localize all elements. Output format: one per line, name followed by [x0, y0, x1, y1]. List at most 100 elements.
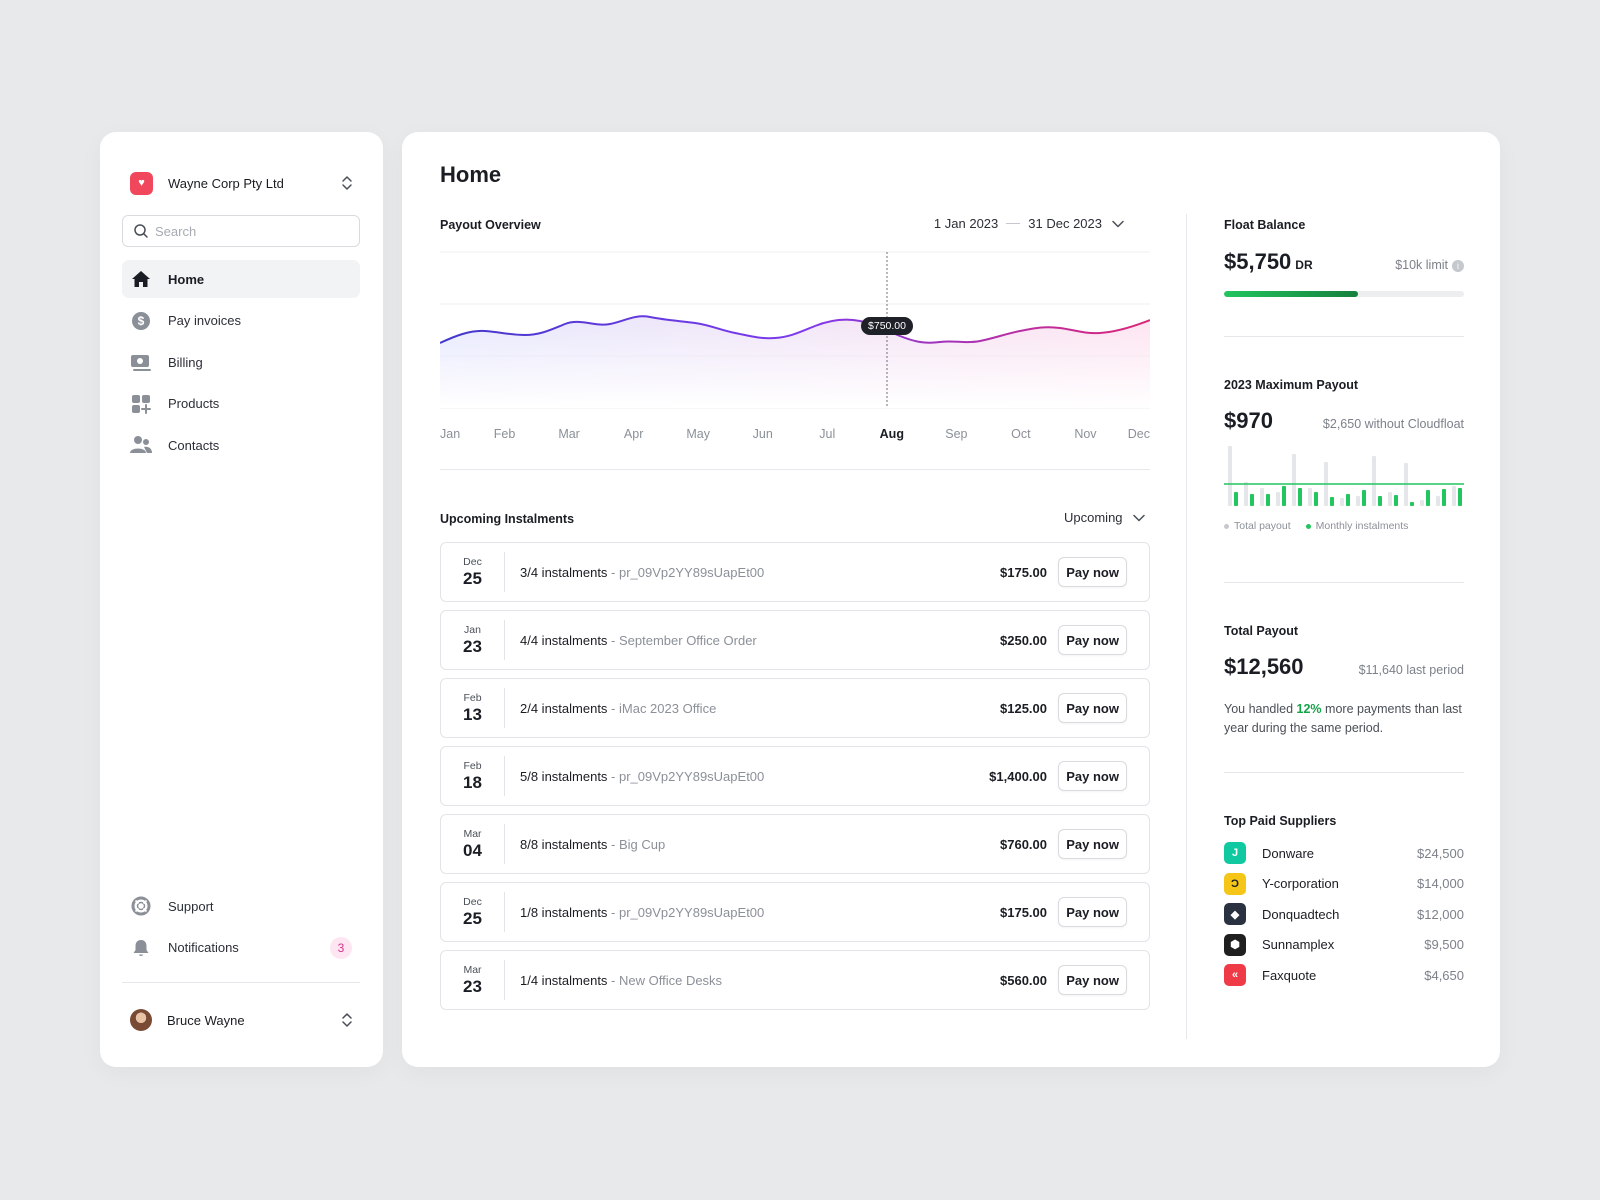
sidebar-item-label: Notifications [168, 940, 239, 955]
total-payout-description: You handled 12% more payments than last … [1224, 700, 1464, 738]
sidebar-item-home[interactable]: Home [122, 260, 360, 298]
instalment-row: Dec 25 3/4 instalments - pr_09Vp2YY89sUapE… [440, 542, 1150, 602]
upcoming-instalments-title: Upcoming Instalments [440, 512, 575, 526]
float-balance-title: Float Balance [1224, 218, 1306, 232]
sidebar-item-notifications[interactable]: Notifications 3 [122, 929, 360, 967]
monthly-instalment-bar [1426, 490, 1430, 506]
max-payout-title: 2023 Maximum Payout [1224, 378, 1359, 392]
instalment-day: 25 [463, 568, 482, 588]
user-switcher[interactable]: Bruce Wayne [130, 1007, 354, 1033]
instalment-count: 5/8 instalments [520, 768, 608, 784]
legend-dot-total [1224, 523, 1229, 529]
sidebar-item-contacts[interactable]: Contacts [122, 426, 360, 464]
chart-x-tick-label: Jan [440, 427, 460, 441]
supplier-row[interactable]: « Faxquote $4,650 [1224, 964, 1464, 986]
instalment-row: Mar 23 1/4 instalments - New Office Desks $… [440, 950, 1150, 1010]
org-logo-icon: ♥ [130, 171, 153, 195]
max-payout-value: $970 [1224, 408, 1273, 433]
monthly-instalment-bar [1410, 502, 1414, 506]
payout-overview-title: Payout Overview [440, 218, 541, 232]
instalment-description: 4/4 instalments - September Office Order [520, 633, 757, 648]
monthly-instalment-bar [1362, 490, 1366, 506]
supplier-amount: $12,000 [1417, 906, 1464, 922]
sidebar-item-pay-invoices[interactable]: $ Pay invoices [122, 302, 360, 340]
chart-x-tick-label: Jun [753, 427, 773, 441]
instalment-count: 4/4 instalments [520, 632, 608, 648]
instalment-day: 18 [463, 772, 482, 792]
sidebar-item-billing[interactable]: Billing [122, 343, 360, 381]
instalment-day: 23 [463, 636, 482, 656]
supplier-row[interactable]: Ɔ Y-corporation $14,000 [1224, 872, 1464, 895]
supplier-row[interactable]: ⬢ Sunnamplex $9,500 [1224, 933, 1464, 956]
instalment-count: 2/4 instalments [520, 700, 608, 716]
search-icon [134, 224, 148, 238]
date-range-picker[interactable]: 1 Jan 2023 31 Dec 2023 [934, 216, 1124, 231]
total-payout-bar [1276, 492, 1280, 506]
info-icon[interactable]: i [1452, 259, 1464, 272]
total-payout-bar [1292, 454, 1296, 506]
legend-monthly-label: Monthly instalments [1315, 520, 1409, 532]
monthly-instalment-bar [1346, 494, 1350, 506]
float-balance-limit: $10k limit [1395, 258, 1448, 272]
chart-x-tick-label: Aug [880, 427, 904, 441]
top-suppliers-section: Top Paid Suppliers J Donware $24,500 Ɔ Y-cor… [1224, 814, 1464, 995]
user-name: Bruce Wayne [167, 1012, 245, 1028]
chart-x-tick-label: Dec [1128, 427, 1150, 441]
monthly-instalment-bar [1314, 492, 1318, 506]
avatar [130, 1009, 152, 1031]
top-suppliers-title: Top Paid Suppliers [1224, 814, 1337, 828]
instalment-month: Dec [463, 555, 482, 568]
chart-x-tick-label: Feb [494, 427, 516, 441]
suppliers-list: J Donware $24,500 Ɔ Y-corporation $14,000 ◆ Don… [1224, 842, 1464, 986]
total-payout-note: $11,640 last period [1358, 663, 1464, 677]
org-switcher[interactable]: ♥ Wayne Corp Pty Ltd [130, 170, 354, 196]
supplier-logo-icon: ⬢ [1224, 933, 1246, 956]
supplier-row[interactable]: ◆ Donquadtech $12,000 [1224, 903, 1464, 925]
supplier-amount: $14,000 [1417, 876, 1464, 891]
instalment-day: 13 [463, 704, 482, 724]
instalment-day: 04 [463, 840, 482, 860]
instalment-row: Feb 18 5/8 instalments - pr_09Vp2YY89sUapE… [440, 746, 1150, 806]
instalment-description: 1/8 instalments - pr_09Vp2YY89sUapEt00 [520, 905, 764, 920]
monthly-instalment-bar [1458, 488, 1462, 506]
pay-now-button[interactable]: Pay now [1058, 693, 1127, 723]
instalment-count: 1/4 instalments [520, 972, 608, 988]
instalment-date: Feb 13 [441, 688, 505, 728]
instalment-description: 8/8 instalments - Big Cup [520, 837, 665, 852]
instalment-month: Mar [463, 963, 482, 976]
search-box[interactable] [122, 215, 360, 247]
sidebar-item-support[interactable]: Support [122, 887, 360, 925]
float-balance-section: Float Balance $5,750 DR $10k limit i [1224, 218, 1464, 297]
instalment-reference: - pr_09Vp2YY89sUapEt00 [607, 904, 765, 920]
instalment-day: 25 [463, 908, 482, 928]
contacts-icon [130, 434, 152, 456]
supplier-row[interactable]: J Donware $24,500 [1224, 842, 1464, 864]
chart-x-axis: Jan Feb Mar Apr May Jun Jul Aug Sep Oct Nov Dec [440, 427, 1150, 441]
sidebar-item-label: Home [168, 271, 205, 287]
instalments-filter-dropdown[interactable]: Upcoming [1064, 510, 1145, 525]
pay-now-button[interactable]: Pay now [1058, 557, 1127, 587]
instalment-count: 1/8 instalments [520, 904, 608, 920]
chart-x-tick-label: Mar [558, 427, 580, 441]
pay-now-button[interactable]: Pay now [1058, 625, 1127, 655]
total-payout-bar [1388, 492, 1392, 506]
total-payout-bar [1436, 496, 1440, 506]
sidebar-item-products[interactable]: Products [122, 385, 360, 423]
search-input[interactable] [155, 223, 345, 239]
instalment-description: 1/4 instalments - New Office Desks [520, 973, 722, 988]
supplier-amount: $24,500 [1417, 845, 1464, 861]
support-icon [130, 895, 152, 917]
supplier-name: Donware [1262, 845, 1315, 861]
main-panel: Home Payout Overview 1 Jan 2023 31 Dec 2… [402, 132, 1500, 1067]
pay-now-button[interactable]: Pay now [1058, 829, 1127, 859]
supplier-logo-icon: « [1224, 964, 1246, 986]
section-divider [1224, 772, 1464, 773]
date-range-separator [1006, 223, 1021, 224]
instalment-date: Dec 25 [441, 892, 505, 932]
pay-now-button[interactable]: Pay now [1058, 897, 1127, 927]
supplier-logo-icon: J [1224, 842, 1246, 864]
chart-x-tick-label: Sep [945, 427, 967, 441]
pay-now-button[interactable]: Pay now [1058, 761, 1127, 791]
supplier-name: Y-corporation [1262, 876, 1339, 891]
pay-now-button[interactable]: Pay now [1058, 965, 1127, 995]
